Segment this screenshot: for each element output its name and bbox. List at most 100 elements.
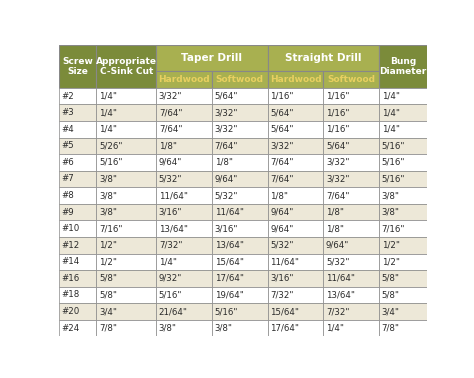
Bar [156,220,212,237]
Text: 5/64": 5/64" [270,125,294,134]
Bar [96,154,156,171]
Text: #6: #6 [62,158,74,167]
Bar [268,287,323,303]
Text: 3/8": 3/8" [99,175,117,183]
Text: 5/16": 5/16" [382,141,405,150]
Text: 5/8": 5/8" [382,290,400,299]
Text: 5/64": 5/64" [326,141,349,150]
Text: 5/32": 5/32" [326,257,349,266]
Bar [212,303,268,320]
Text: 5/64": 5/64" [270,108,294,117]
Text: 5/16": 5/16" [99,158,122,167]
Text: 7/64": 7/64" [159,125,182,134]
Bar [96,138,156,154]
Bar [379,138,427,154]
Text: 9/32": 9/32" [159,274,182,283]
Bar [156,187,212,204]
Bar [96,254,156,270]
Bar [268,71,323,88]
Bar [96,104,156,121]
Text: 3/8": 3/8" [382,191,400,200]
Text: 7/8": 7/8" [382,324,400,333]
Bar [212,104,268,121]
Bar [268,220,323,237]
Text: 17/64": 17/64" [270,324,299,333]
Text: 7/64": 7/64" [270,158,294,167]
Bar [323,171,379,187]
Bar [212,121,268,138]
Bar [156,171,212,187]
Text: 15/64": 15/64" [270,307,299,316]
Bar [323,270,379,287]
Bar [156,270,212,287]
Bar [156,71,212,88]
Text: 7/16": 7/16" [382,224,405,233]
Bar [59,171,96,187]
Bar [96,220,156,237]
Bar [96,204,156,220]
Text: 19/64": 19/64" [215,290,244,299]
Bar [212,154,268,171]
Bar [379,303,427,320]
Text: 7/64": 7/64" [326,191,349,200]
Text: 11/64": 11/64" [270,257,299,266]
Text: 5/32": 5/32" [159,175,182,183]
Text: 13/64": 13/64" [159,224,188,233]
Text: 13/64": 13/64" [215,241,244,250]
Bar [212,204,268,220]
Bar [268,187,323,204]
Bar [379,287,427,303]
Bar [323,154,379,171]
Bar [59,237,96,254]
Text: 1/4": 1/4" [326,324,344,333]
Bar [156,121,212,138]
Text: 5/8": 5/8" [382,274,400,283]
Text: 3/32": 3/32" [326,175,349,183]
Text: 1/16": 1/16" [326,108,349,117]
Bar [156,104,212,121]
Bar [212,270,268,287]
Bar [323,320,379,336]
Bar [59,220,96,237]
Bar [212,287,268,303]
Bar [379,88,427,104]
Bar [212,187,268,204]
Bar [156,204,212,220]
Bar [59,187,96,204]
Text: 3/16": 3/16" [270,274,294,283]
Bar [96,320,156,336]
Bar [59,254,96,270]
Text: 3/4": 3/4" [382,307,400,316]
Bar [268,320,323,336]
Text: 9/64": 9/64" [215,175,238,183]
Text: Hardwood: Hardwood [158,75,210,84]
Text: #4: #4 [62,125,74,134]
Text: #3: #3 [62,108,74,117]
Text: 7/64": 7/64" [270,175,294,183]
Bar [96,270,156,287]
Text: Taper Drill: Taper Drill [182,53,243,63]
Bar [323,254,379,270]
Bar [323,121,379,138]
Text: 1/16": 1/16" [270,91,294,101]
Text: 3/32": 3/32" [159,91,182,101]
Text: 5/32": 5/32" [215,191,238,200]
Text: 5/8": 5/8" [99,290,117,299]
Bar [59,303,96,320]
Bar [379,121,427,138]
Bar [156,88,212,104]
Text: 1/2": 1/2" [382,241,400,250]
Bar [212,320,268,336]
Bar [59,204,96,220]
Bar [268,171,323,187]
Text: 9/64": 9/64" [326,241,349,250]
Text: 1/8": 1/8" [270,191,288,200]
Text: 11/64": 11/64" [215,208,244,217]
Bar [268,237,323,254]
Bar [96,171,156,187]
Bar [96,121,156,138]
Text: 1/4": 1/4" [99,91,117,101]
Text: 1/8": 1/8" [326,224,344,233]
Text: 5/26": 5/26" [99,141,122,150]
Text: 3/16": 3/16" [215,224,238,233]
